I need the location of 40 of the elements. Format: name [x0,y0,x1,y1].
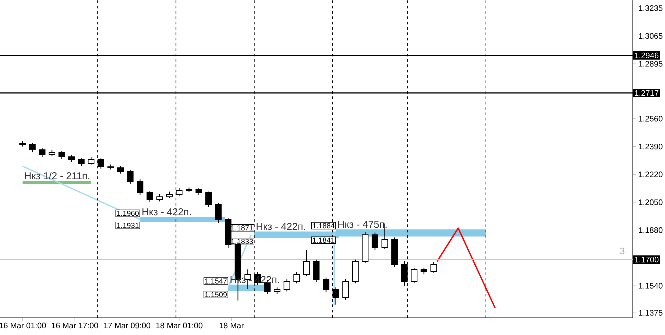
y-tick-label: 1.3065 [639,33,663,40]
y-tick-label: 1.3235 [639,6,663,12]
x-tick-label: 18 Mar [220,322,244,329]
candlestick [127,170,134,185]
candlestick [323,277,330,293]
candlestick [430,262,438,274]
candlestick [372,232,379,250]
candlestick [284,279,290,292]
ref-line-label: 1.1700 [635,257,659,263]
candlestick [313,259,320,282]
annotation: Нкз - 422п. [256,223,306,230]
x-tick-label: 16 Mar 01:00 [0,322,46,329]
annotation: Нкз - 475п. [338,221,387,228]
x-tick-label: 16 Mar 17:00 [52,322,98,329]
annotation: Нкз - 422п. [142,208,192,216]
candlestick [146,190,154,203]
candlestick [215,202,222,224]
y-tick-label: 1.1375 [639,310,663,316]
candlestick [303,250,310,277]
y-tick-label: 1.2050 [639,200,663,206]
x-tick-label: 17 Mar 09:00 [104,322,151,329]
ref-line-label: 1.2946 [635,52,659,59]
annotation: 3 [620,248,625,254]
y-tick-label: 1.1880 [639,228,663,234]
candlestick [206,191,212,208]
candlestick [29,143,36,153]
x-tick-label: 18 Mar 01:00 [156,322,203,329]
y-tick-label: 1.2390 [639,144,663,150]
annotation: Нкз 1/2 - 211п. [25,172,90,180]
candlestick [342,279,350,300]
y-tick-label: 1.2220 [639,172,663,178]
y-tick-label: 1.2560 [639,116,663,122]
y-tick-label: 1.1540 [639,283,663,289]
candlestick [411,268,418,284]
candlestick [294,272,300,284]
candlestick [39,148,46,158]
ref-line-label: 1.2717 [635,90,659,96]
y-tick-label: 1.2895 [639,61,663,67]
candlestick [137,179,144,196]
candlestick [352,259,359,284]
